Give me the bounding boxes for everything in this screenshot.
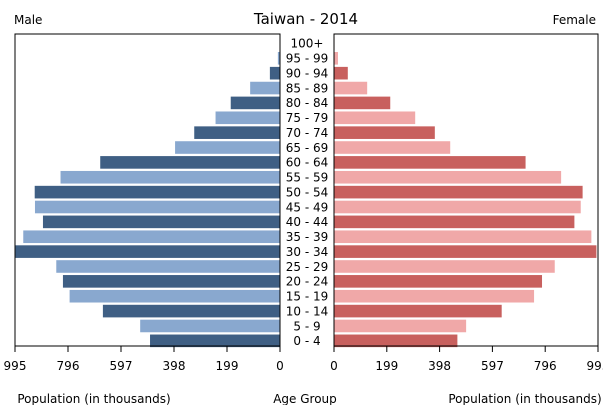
age-group-label: 25 - 29 (286, 260, 329, 274)
male-side-label: Male (14, 13, 42, 27)
male-bar (100, 156, 280, 169)
male-x-axis: 995 796 597 398 199 0 (4, 346, 284, 373)
male-bar (42, 215, 281, 229)
female-x-tick-label: 995 (587, 359, 603, 373)
female-x-tick-label: 199 (375, 359, 398, 373)
female-bar (334, 52, 338, 65)
male-bar (215, 111, 280, 125)
male-bar (250, 81, 280, 95)
age-group-label: 95 - 99 (286, 52, 329, 66)
female-bars (334, 37, 597, 348)
male-bar (140, 319, 280, 333)
female-bar (334, 215, 575, 229)
chart-title: Taiwan - 2014 (253, 10, 358, 28)
age-group-label: 20 - 24 (286, 275, 329, 289)
male-bar (277, 52, 280, 65)
age-group-label: 45 - 49 (286, 200, 329, 214)
age-group-label: 40 - 44 (286, 215, 329, 229)
male-bar (23, 230, 280, 244)
age-group-label: 30 - 34 (286, 245, 329, 259)
age-group-label: 50 - 54 (286, 185, 329, 199)
female-side-label: Female (553, 13, 596, 27)
female-x-axis: 0 199 398 597 796 995 (330, 346, 603, 373)
age-group-label: 85 - 89 (286, 81, 329, 95)
male-bar (62, 275, 280, 288)
male-x-tick-label: 796 (57, 359, 80, 373)
age-group-label: 5 - 9 (293, 319, 320, 333)
female-bar (334, 66, 348, 80)
female-bar (334, 230, 592, 244)
female-bar (334, 260, 555, 273)
age-group-label: 100+ (291, 37, 324, 51)
male-bar (230, 96, 280, 110)
age-group-label: 70 - 74 (286, 126, 329, 140)
age-group-label: 90 - 94 (286, 66, 329, 80)
male-x-tick-label: 199 (216, 359, 239, 373)
age-group-label: 60 - 64 (286, 156, 329, 170)
female-x-tick-label: 597 (481, 359, 504, 373)
male-bar (69, 289, 280, 303)
male-bar (34, 185, 281, 199)
male-x-tick-label: 398 (163, 359, 186, 373)
male-bar (194, 126, 280, 139)
age-group-label: 10 - 14 (286, 304, 329, 318)
male-bars (15, 37, 281, 348)
female-bar (334, 275, 543, 288)
age-group-label: 15 - 19 (286, 290, 329, 304)
age-group-label: 55 - 59 (286, 171, 329, 185)
male-x-tick-label: 597 (110, 359, 133, 373)
male-x-tick-label: 0 (276, 359, 284, 373)
male-x-axis-title: Population (in thousands) (17, 392, 170, 405)
female-bar (334, 170, 562, 184)
female-bar (334, 334, 458, 348)
male-bar (60, 170, 280, 184)
female-bar (334, 156, 526, 169)
female-bar (334, 141, 451, 154)
female-x-tick-label: 398 (428, 359, 451, 373)
female-bar (334, 96, 391, 110)
age-group-label: 75 - 79 (286, 111, 329, 125)
female-x-axis-title: Population (in thousands) (448, 392, 601, 405)
female-plot-frame (333, 33, 599, 347)
male-bar (15, 245, 281, 258)
female-bar (334, 245, 597, 258)
female-bar (334, 200, 581, 214)
female-x-tick-label: 0 (330, 359, 338, 373)
male-plot-frame (14, 33, 281, 347)
male-x-tick-label: 995 (4, 359, 27, 373)
age-group-label: 65 - 69 (286, 141, 329, 155)
male-bar (34, 200, 280, 214)
male-bar (269, 66, 280, 80)
age-group-label: 35 - 39 (286, 230, 329, 244)
female-bar (334, 289, 535, 303)
male-bar (102, 304, 280, 318)
male-bar (150, 334, 280, 348)
female-bar (334, 304, 502, 318)
male-bar (56, 260, 280, 273)
female-bar (334, 126, 435, 139)
center-x-axis-title: Age Group (273, 392, 337, 405)
male-bar (175, 141, 280, 154)
female-bar (334, 185, 583, 199)
female-bar (334, 111, 416, 125)
female-bar (334, 319, 467, 333)
age-group-label: 80 - 84 (286, 96, 329, 110)
female-bar (334, 81, 368, 95)
age-group-label: 0 - 4 (293, 334, 320, 348)
female-x-tick-label: 796 (534, 359, 557, 373)
